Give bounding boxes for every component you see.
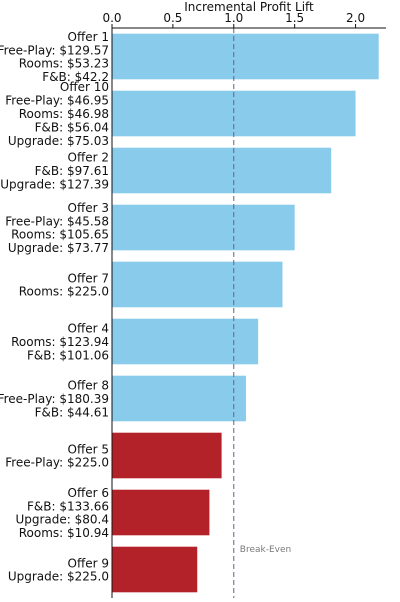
category-label-line: F&B: $56.04	[35, 120, 109, 134]
bar	[112, 261, 283, 308]
category-label-line: Offer 4	[68, 322, 109, 336]
category-label: Offer 3 Free-Play: $45.58 Rooms: $105.65 Up…	[5, 201, 109, 255]
category-label-line: Rooms: $105.65	[11, 228, 109, 242]
bar	[112, 33, 379, 80]
category-label: Offer 5 Free-Play: $225.0	[5, 442, 109, 469]
category-label-line: Offer 1	[68, 30, 109, 44]
category-label-line: Offer 3	[68, 201, 109, 215]
category-label-line: Rooms: $225.0	[19, 285, 109, 299]
x-axis-title: Incremental Profit Lift	[184, 0, 314, 14]
category-label-line: F&B: $42.2	[42, 70, 109, 84]
category-label-line: Rooms: $53.23	[19, 57, 109, 71]
category-label-line: Rooms: $46.98	[19, 107, 109, 121]
category-label-line: Upgrade: $225.0	[8, 570, 109, 584]
category-label: Offer 8 Free-Play: $180.39 F&B: $44.61	[0, 379, 109, 420]
category-label: Offer 7 Rooms: $225.0	[19, 271, 109, 298]
x-tick-label: 1.5	[285, 11, 304, 25]
x-tick-label: 2.0	[346, 11, 365, 25]
bars	[112, 33, 379, 593]
x-tick-label: 0.5	[163, 11, 182, 25]
category-label: Offer 10 Free-Play: $46.95 Rooms: $46.98 F&…	[5, 80, 109, 148]
category-label-line: Free-Play: $45.58	[5, 214, 109, 228]
bar	[112, 204, 295, 251]
category-label-line: Rooms: $123.94	[11, 335, 109, 349]
category-label-line: Offer 9	[68, 556, 109, 570]
category-label-line: Upgrade: $127.39	[0, 177, 109, 191]
x-axis-ticks: 0.0 0.5 1.0 1.5 2.0	[102, 11, 365, 28]
category-label: Offer 6 F&B: $133.66 Upgrade: $80.4 Rooms: …	[15, 486, 109, 540]
break-even-label: Break-Even	[240, 545, 291, 555]
bar	[112, 147, 332, 194]
x-tick-label: 1.0	[224, 11, 243, 25]
bar	[112, 318, 259, 365]
category-labels: Offer 1 Free-Play: $129.57 Rooms: $53.23 F&…	[0, 30, 109, 584]
category-label-line: Offer 5	[68, 442, 109, 456]
category-label-line: Offer 2	[68, 151, 109, 165]
category-label-line: Rooms: $10.94	[19, 526, 109, 540]
category-label: Offer 1 Free-Play: $129.57 Rooms: $53.23 F&…	[0, 30, 109, 84]
category-label-line: Upgrade: $73.77	[8, 241, 109, 255]
category-label-line: Upgrade: $80.4	[15, 513, 109, 527]
category-label-line: Upgrade: $75.03	[8, 134, 109, 148]
category-label: Offer 2 F&B: $97.61 Upgrade: $127.39	[0, 151, 109, 192]
category-label-line: Offer 7	[68, 271, 109, 285]
x-tick-label: 0.0	[102, 11, 121, 25]
category-label-line: Offer 10	[60, 80, 109, 94]
bar	[112, 432, 222, 479]
category-label-line: F&B: $44.61	[35, 405, 109, 419]
category-label-line: Offer 8	[68, 379, 109, 393]
category-label-line: Offer 6	[68, 486, 109, 500]
category-label-line: Free-Play: $129.57	[0, 43, 109, 57]
category-label-line: Free-Play: $46.95	[5, 94, 109, 108]
bar	[112, 375, 246, 422]
category-label-line: Free-Play: $180.39	[0, 392, 109, 406]
category-label-line: F&B: $133.66	[27, 499, 109, 513]
bar	[112, 546, 198, 593]
category-label: Offer 4 Rooms: $123.94 F&B: $101.06	[11, 322, 109, 363]
category-label: Offer 9 Upgrade: $225.0	[8, 556, 109, 583]
category-label-line: F&B: $101.06	[27, 348, 109, 362]
bar	[112, 90, 356, 137]
bar	[112, 489, 210, 536]
category-label-line: F&B: $97.61	[35, 164, 109, 178]
category-label-line: Free-Play: $225.0	[5, 456, 109, 470]
